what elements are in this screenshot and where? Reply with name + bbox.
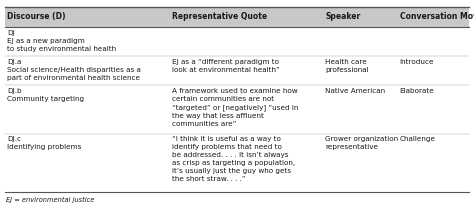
Bar: [5, 7, 469, 27]
Text: DJ.a
Social science/Health disparities as a
part of environmental health science: DJ.a Social science/Health disparities a…: [7, 59, 141, 81]
Text: Elaborate: Elaborate: [400, 88, 434, 94]
Text: Health care
professional: Health care professional: [325, 59, 369, 73]
Bar: [5, 85, 469, 134]
Text: “I think it is useful as a way to
identify problems that need to
be addressed. .: “I think it is useful as a way to identi…: [172, 136, 295, 182]
Bar: [5, 56, 469, 85]
Text: Representative Quote: Representative Quote: [172, 12, 267, 21]
Text: Introduce: Introduce: [400, 59, 434, 65]
Text: EJ as a “different paradigm to
look at environmental health”: EJ as a “different paradigm to look at e…: [172, 59, 280, 73]
Bar: [5, 134, 469, 192]
Text: Native American: Native American: [325, 88, 385, 94]
Text: DJ.c
Identifying problems: DJ.c Identifying problems: [7, 136, 82, 150]
Text: DJ.b
Community targeting: DJ.b Community targeting: [7, 88, 84, 102]
Text: Conversation Move: Conversation Move: [400, 12, 474, 21]
Text: Speaker: Speaker: [325, 12, 361, 21]
Text: Discourse (D): Discourse (D): [7, 12, 65, 21]
Text: DJ
EJ as a new paradigm
to study environmental health: DJ EJ as a new paradigm to study environ…: [7, 30, 116, 52]
Text: Grower organization
representative: Grower organization representative: [325, 136, 399, 150]
Text: A framework used to examine how
certain communities are not
“targeted” or [negat: A framework used to examine how certain …: [172, 88, 299, 127]
Bar: [5, 27, 469, 56]
Text: EJ = environmental justice: EJ = environmental justice: [6, 197, 94, 203]
Text: Challenge: Challenge: [400, 136, 436, 142]
